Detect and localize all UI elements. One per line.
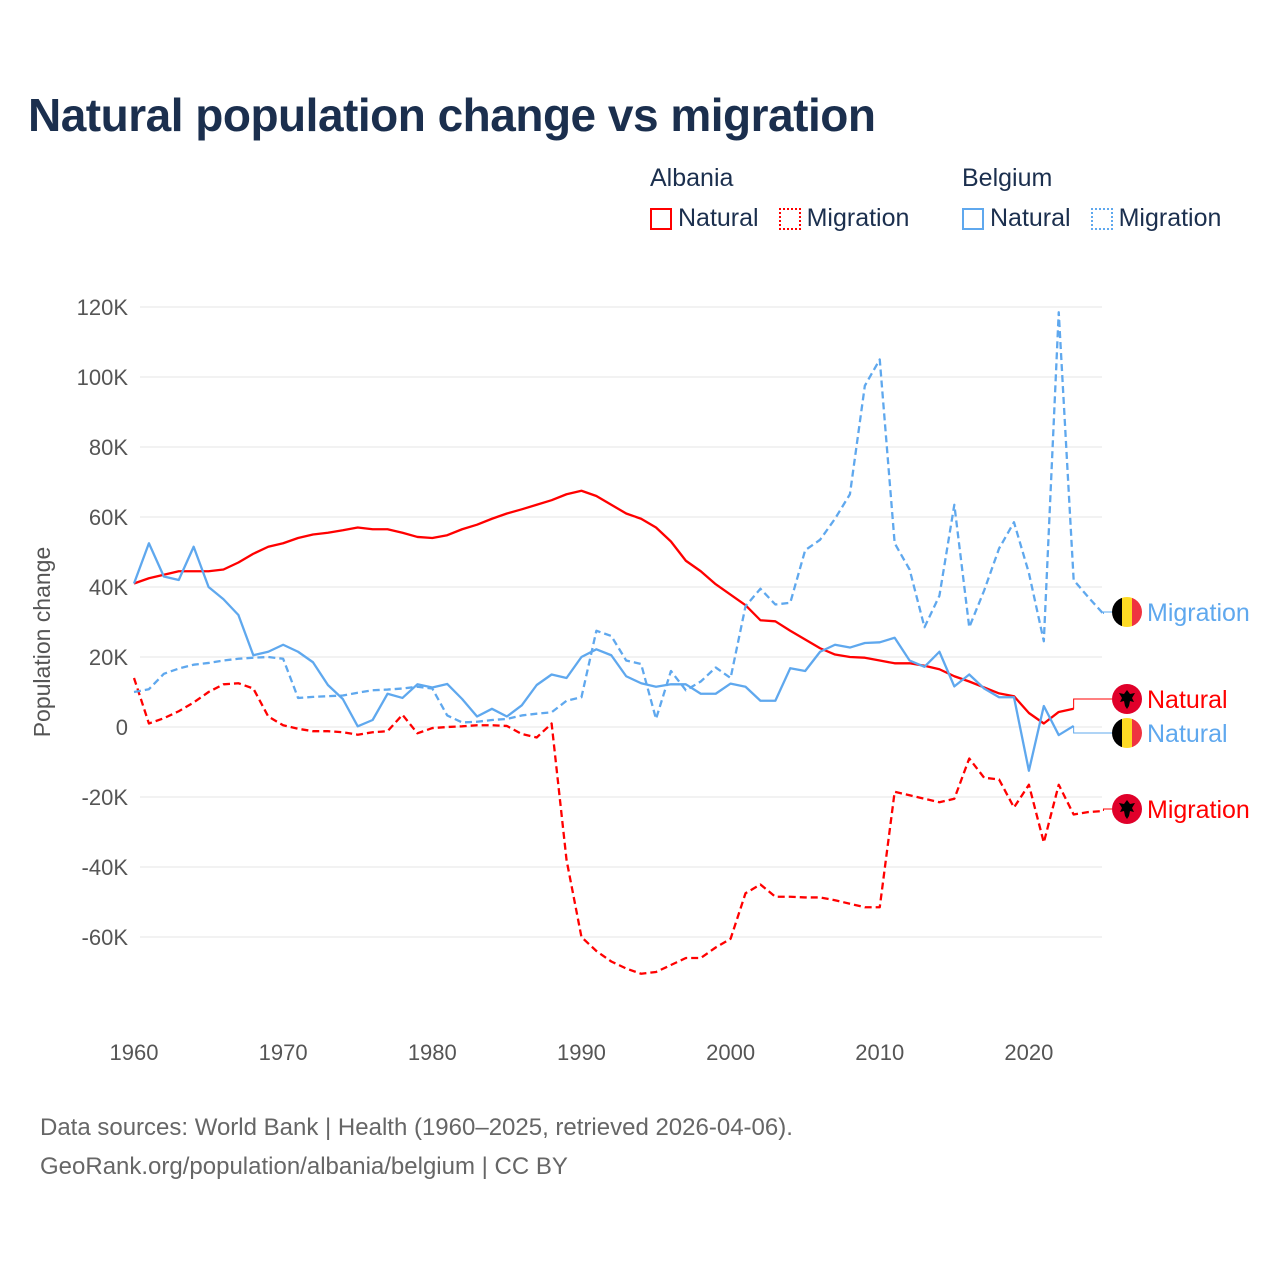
y-tick-label: -60K: [82, 925, 129, 950]
x-tick-label: 1960: [110, 1040, 159, 1065]
legend-item-albania-migration[interactable]: Migration: [778, 204, 910, 233]
legend-item-belgium-natural[interactable]: Natural: [962, 204, 1071, 233]
flag-stripes: [1112, 718, 1142, 748]
label-connector: [1073, 725, 1112, 734]
x-tick-label: 1980: [408, 1040, 457, 1065]
stripe-red: [1132, 718, 1142, 748]
belgium-flag-icon: [1112, 597, 1142, 627]
end-label: Natural: [1147, 720, 1228, 748]
legend-country-albania: Albania: [650, 164, 734, 192]
legend-label: Migration: [806, 204, 910, 232]
legend-item-albania-natural[interactable]: Natural: [650, 204, 759, 233]
footer: Data sources: World Bank | Health (1960–…: [40, 1108, 793, 1186]
series-lines: [132, 311, 1105, 975]
end-label: Natural: [1147, 686, 1228, 714]
y-tick-label: 20K: [89, 645, 128, 670]
dotted-swatch-icon: [778, 207, 801, 230]
stripe-black: [1112, 597, 1122, 627]
solid-swatch-icon: [962, 207, 984, 230]
y-axis-ticks: 120K 100K 80K 60K 40K 20K 0 -20K -40K -60K: [77, 295, 129, 950]
legend-item-belgium-migration[interactable]: Migration: [1090, 204, 1222, 233]
label-connector: [1073, 698, 1112, 709]
solid-swatch-icon: [650, 207, 672, 230]
stripe-black: [1112, 718, 1122, 748]
y-tick-label: 0: [116, 715, 128, 740]
legend-belgium: Belgium Natural Migration: [962, 164, 1221, 233]
chart-title: Natural population change vs migration: [28, 89, 876, 141]
attribution-link[interactable]: GeoRank.org/population/albania/belgium |…: [40, 1153, 568, 1180]
flag-stripes: [1112, 597, 1142, 627]
dotted-swatch-icon: [1090, 207, 1113, 230]
y-tick-label: 120K: [77, 295, 129, 320]
y-tick-label: -20K: [82, 785, 129, 810]
x-tick-label: 2000: [706, 1040, 755, 1065]
y-tick-label: 100K: [77, 365, 129, 390]
y-tick-label: -40K: [82, 855, 129, 880]
eagle-icon: [1119, 800, 1135, 819]
gridlines: [140, 306, 1102, 938]
stripe-yellow: [1122, 597, 1132, 627]
albania-flag-icon: [1112, 684, 1142, 714]
stripe-red: [1132, 597, 1142, 627]
eagle-icon: [1119, 690, 1135, 709]
x-tick-label: 2010: [855, 1040, 904, 1065]
albania-flag-icon: [1112, 794, 1142, 824]
series-line-albania-migration: [132, 677, 1104, 975]
y-tick-label: 80K: [89, 435, 128, 460]
end-labels: Natural Migration Natural Migration: [1073, 597, 1250, 824]
stripe-yellow: [1122, 718, 1132, 748]
x-axis-ticks: 1960 1970 1980 1990 2000 2010 2020: [110, 1040, 1054, 1065]
end-label: Migration: [1147, 796, 1250, 824]
label-connector: [1102, 611, 1112, 614]
legend-country-belgium: Belgium: [962, 164, 1053, 192]
x-tick-label: 1970: [259, 1040, 308, 1065]
series-line-belgium-migration: [133, 311, 1105, 724]
series-line-belgium-natural: [132, 542, 1075, 772]
legend-label: Natural: [990, 204, 1071, 232]
data-source-note: Data sources: World Bank | Health (1960–…: [40, 1114, 793, 1141]
belgium-flag-icon: [1112, 718, 1142, 748]
end-label: Migration: [1147, 599, 1250, 627]
legend-albania: Albania Natural Migration: [650, 164, 909, 233]
legend-label: Natural: [678, 204, 759, 232]
x-tick-label: 2020: [1004, 1040, 1053, 1065]
y-axis-label: Population change: [29, 547, 55, 738]
series-line-albania-natural: [133, 489, 1074, 725]
legend-label: Migration: [1118, 204, 1222, 232]
label-connector: [1102, 808, 1112, 811]
y-tick-label: 60K: [89, 505, 128, 530]
x-tick-label: 1990: [557, 1040, 606, 1065]
y-tick-label: 40K: [89, 575, 128, 600]
